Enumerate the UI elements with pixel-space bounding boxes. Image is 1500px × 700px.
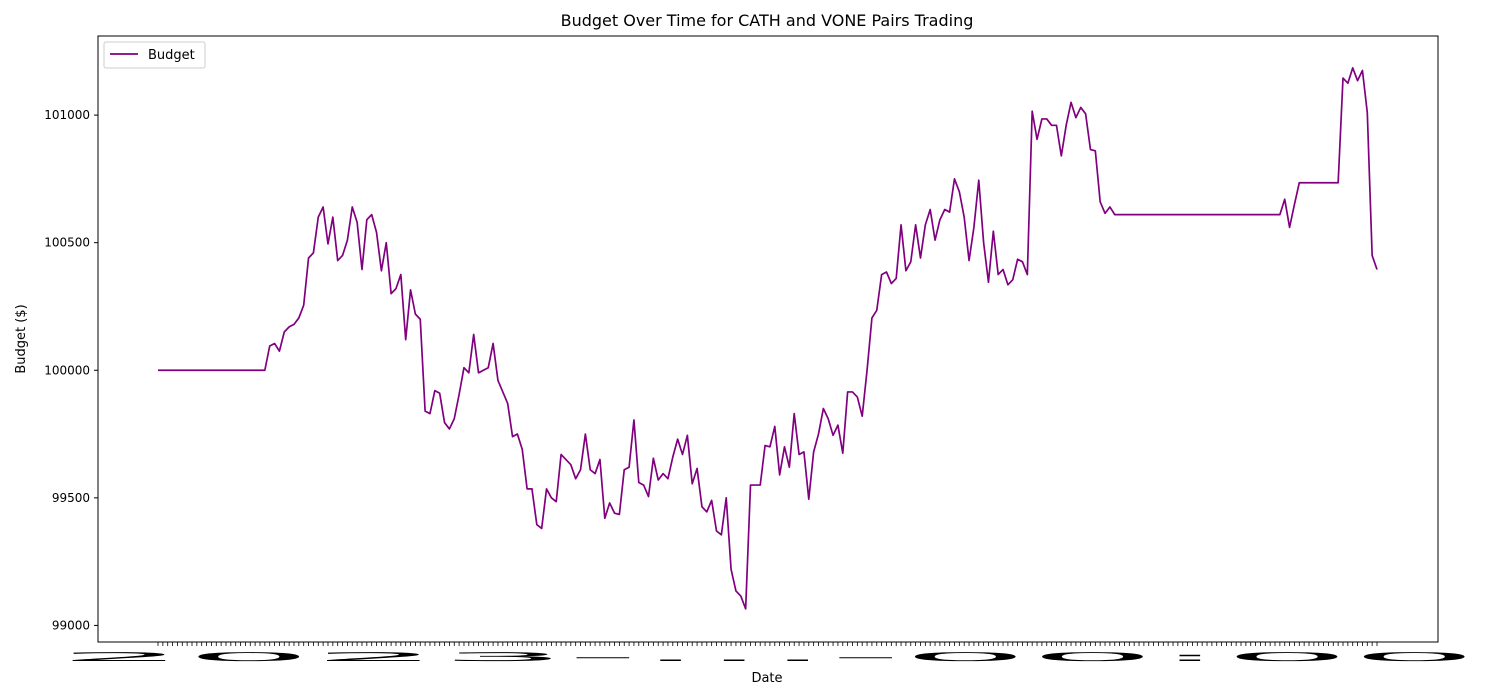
legend: Budget <box>103 41 206 69</box>
x-tick-labels-overlap: 2023-...-00:00 <box>58 650 1478 664</box>
y-tick-label: 99500 <box>52 491 90 505</box>
y-tick-label: 101000 <box>44 108 90 122</box>
plot-area <box>97 35 1439 643</box>
y-axis-ticks: 99000 99500 100000 100500 101000 <box>44 108 98 632</box>
y-tick-label: 100500 <box>44 236 90 250</box>
y-tick-label: 99000 <box>52 618 90 632</box>
legend-label-budget: Budget <box>148 48 195 63</box>
x-axis-ticks <box>157 642 1378 646</box>
x-axis-label: Date <box>751 671 782 686</box>
legend-box <box>103 41 206 69</box>
series-line-budget <box>158 67 1378 610</box>
chart-title: Budget Over Time for CATH and VONE Pairs… <box>561 11 974 30</box>
y-tick-label: 100000 <box>44 363 90 377</box>
y-axis-label: Budget ($) <box>14 304 29 373</box>
